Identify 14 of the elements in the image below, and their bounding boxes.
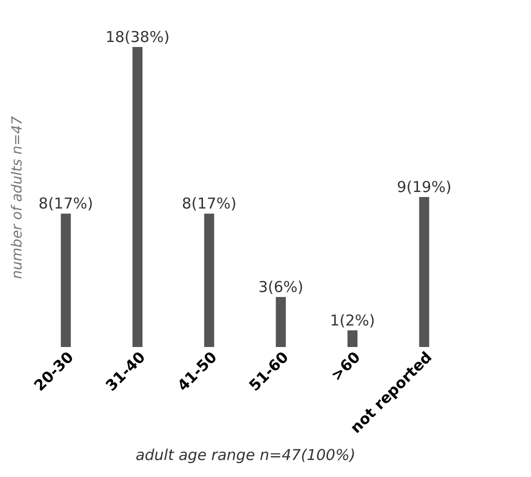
x-axis-title: adult age range n=47(100%) [136, 446, 356, 464]
data-label: 8(17%) [182, 194, 236, 213]
bar [419, 197, 430, 347]
bar [276, 297, 286, 347]
data-label: 3(6%) [258, 278, 304, 296]
y-axis-title: number of adults n=47 [10, 116, 26, 279]
bar [348, 330, 358, 347]
data-label: 8(17%) [38, 194, 94, 213]
bar [60, 214, 71, 347]
data-label: 9(19%) [396, 178, 452, 196]
data-label: 18(38%) [105, 28, 170, 46]
data-label: 1(2%) [330, 311, 376, 330]
bar [204, 214, 214, 347]
bar [132, 47, 142, 347]
